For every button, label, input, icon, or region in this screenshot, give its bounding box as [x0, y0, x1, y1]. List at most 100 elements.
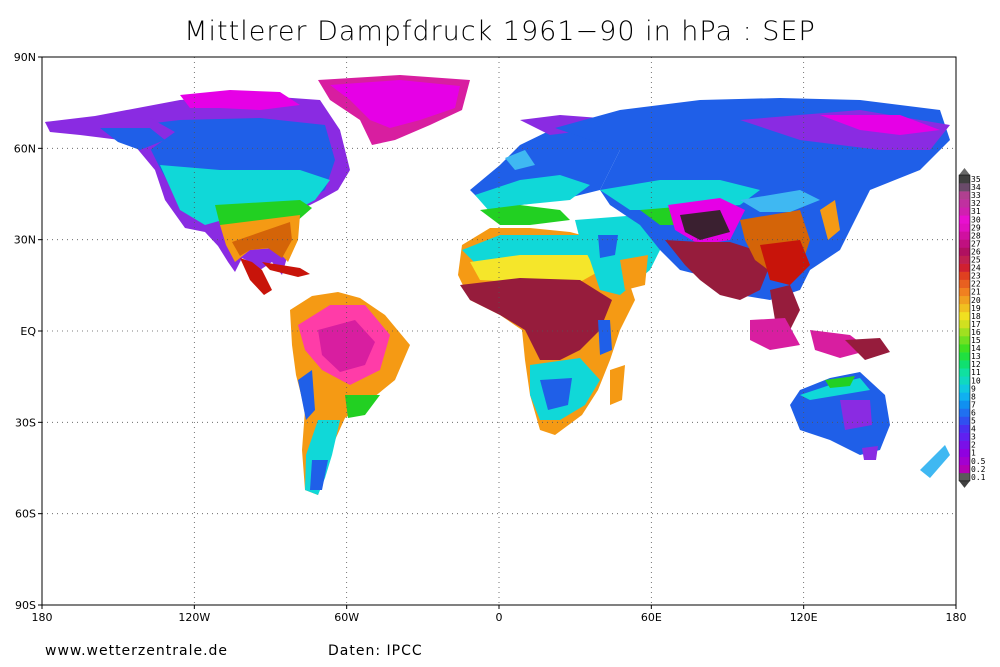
legend-value: 17 [971, 320, 981, 329]
lon-tick-label: 60E [641, 611, 662, 624]
legend-value: 5 [971, 417, 976, 426]
legend-value: 23 [971, 272, 981, 281]
legend-value: 7 [971, 400, 976, 409]
lat-tick-label: 60N [14, 142, 36, 155]
legend-swatch [959, 247, 970, 256]
legend-value: 18 [971, 312, 981, 321]
greenland-interior [330, 80, 460, 128]
legend-value: 33 [971, 191, 981, 200]
legend-swatch [959, 183, 970, 192]
legend-swatch [959, 408, 970, 417]
legend-value: 13 [971, 352, 981, 361]
legend-swatch [959, 239, 970, 248]
japan [820, 200, 840, 240]
legend-value: 35 [971, 175, 981, 184]
legend-value: 14 [971, 344, 981, 353]
legend-value: 19 [971, 304, 981, 313]
lon-tick-label: 180 [32, 611, 53, 624]
legend-swatch [959, 207, 970, 216]
arabia-orange [620, 255, 648, 290]
legend-swatch [959, 311, 970, 321]
legend-value: 24 [971, 264, 981, 273]
legend-value: 15 [971, 336, 981, 345]
legend-value: 27 [971, 239, 981, 248]
indonesia-east [810, 330, 870, 358]
legend-swatch [959, 263, 970, 272]
sahel-yellow [470, 255, 605, 282]
legend-swatch [959, 223, 970, 232]
legend-swatch [959, 384, 970, 393]
landmasses [45, 75, 950, 495]
legend-swatch [959, 287, 970, 297]
legend-swatch [959, 416, 970, 425]
legend-swatch [959, 424, 970, 433]
legend-swatch [959, 352, 970, 361]
legend-value: 11 [971, 368, 981, 377]
sumatra-borneo [750, 318, 800, 350]
legend-value: 31 [971, 207, 981, 216]
legend-value: 21 [971, 288, 981, 297]
lon-tick-label: 120E [790, 611, 818, 624]
new-zealand [920, 445, 950, 478]
legend-value: 0.1 [971, 473, 986, 482]
caribbean [262, 262, 310, 277]
legend-swatch [959, 327, 970, 337]
legend-swatch [959, 368, 970, 377]
new-guinea [845, 338, 890, 360]
legend-value: 22 [971, 280, 981, 289]
legend-value: 1 [971, 449, 976, 458]
legend-swatch [959, 440, 970, 449]
website-credit: www.wetterzentrale.de [45, 643, 228, 659]
legend-swatch [959, 271, 970, 280]
legend-swatch [959, 231, 970, 240]
legend-arrow-bottom [959, 480, 970, 488]
india-darkred [665, 240, 770, 300]
north-china [740, 190, 820, 212]
iraq-blue [598, 235, 618, 258]
legend-value: 9 [971, 384, 976, 393]
arctic-islands [180, 90, 300, 110]
southeast-china [760, 240, 810, 285]
legend-value: 30 [971, 215, 981, 224]
legend-swatch [959, 279, 970, 288]
lon-tick-label: 0 [496, 611, 503, 624]
legend-arrow-top [959, 168, 970, 175]
legend-swatch [959, 392, 970, 401]
legend-swatch [959, 448, 970, 458]
legend-value: 20 [971, 296, 981, 305]
legend-swatch [959, 464, 970, 474]
alaska-blue [100, 128, 165, 150]
longitude-axis: 180 120W 60W 0 60E 120E 180 [32, 605, 967, 624]
legend-swatch [959, 215, 970, 224]
patagonia-blue [310, 460, 328, 490]
legend-value: 0.2 [971, 465, 986, 474]
lat-tick-label: 90N [14, 51, 36, 64]
data-source: Daten: IPCC [328, 643, 423, 659]
legend-swatch [959, 319, 970, 329]
legend-value: 25 [971, 256, 981, 265]
legend-value: 16 [971, 328, 981, 337]
legend-value: 32 [971, 199, 981, 208]
europe-cyan [475, 175, 590, 212]
legend-swatch [959, 432, 970, 441]
mexico-south [240, 258, 272, 295]
legend-value: 2 [971, 441, 976, 450]
legend-swatch [959, 400, 970, 409]
legend-value: 34 [971, 183, 981, 192]
lat-tick-label: 30S [15, 416, 36, 429]
legend-swatch [959, 175, 970, 184]
legend-value: 26 [971, 247, 981, 256]
lon-tick-label: 120W [178, 611, 210, 624]
east-siberia-magenta [820, 115, 940, 135]
south-america-green [345, 395, 380, 418]
map-title: Mittlerer Dampfdruck 1961−90 in hPa : SE… [184, 16, 816, 47]
legend-swatch [959, 472, 970, 482]
amazon-core [318, 320, 375, 372]
legend-swatch [959, 344, 970, 353]
lat-tick-label: 90S [15, 599, 36, 612]
australia-north-cyan [800, 378, 870, 400]
latitude-axis: 90N 60N 30N EQ 30S 60S 90S [14, 51, 42, 612]
australia-interior [840, 400, 872, 430]
tasmania [862, 446, 878, 460]
